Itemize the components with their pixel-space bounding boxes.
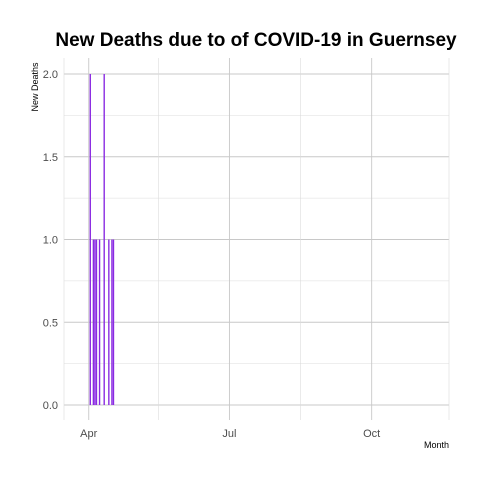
x-tick-label: Jul (222, 428, 236, 440)
deaths-bar (95, 239, 98, 405)
x-axis-label: Month (424, 440, 449, 450)
y-tick-label: 0.0 (43, 400, 58, 412)
y-tick-label: 1.5 (43, 152, 58, 164)
deaths-bar (92, 239, 95, 405)
chart-title: New Deaths due to of COVID-19 in Guernse… (55, 30, 457, 51)
deaths-bar (112, 239, 115, 405)
x-tick-label: Oct (363, 428, 380, 440)
deaths-bar (89, 74, 91, 405)
bars-layer (89, 74, 115, 405)
x-tick-labels: Apr Jul Oct (80, 428, 380, 440)
y-tick-label: 1.0 (43, 235, 58, 247)
y-axis-label: New Deaths (30, 62, 40, 112)
x-tick-label: Apr (80, 428, 97, 440)
grid-layer (63, 58, 450, 420)
deaths-bar (108, 239, 110, 405)
y-tick-label: 0.5 (43, 317, 58, 329)
deaths-bar (98, 239, 101, 405)
deaths-bar (111, 239, 113, 405)
y-tick-labels: 0.0 0.5 1.0 1.5 2.0 (43, 69, 58, 412)
deaths-bar (94, 239, 96, 405)
y-tick-label: 2.0 (43, 69, 58, 81)
deaths-bar (103, 74, 105, 405)
